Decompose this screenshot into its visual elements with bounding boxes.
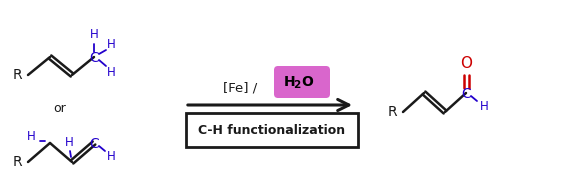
Text: C: C	[461, 87, 471, 101]
Text: C: C	[89, 51, 99, 65]
Text: C: C	[89, 137, 99, 151]
Text: H: H	[65, 135, 73, 148]
Text: H: H	[107, 66, 115, 79]
Text: O: O	[301, 75, 313, 89]
Text: or: or	[53, 102, 66, 114]
Text: H: H	[27, 130, 35, 144]
Text: H: H	[107, 151, 115, 164]
Text: O: O	[460, 56, 472, 72]
Text: H: H	[107, 38, 115, 50]
Text: [Fe] /: [Fe] /	[223, 82, 257, 95]
FancyBboxPatch shape	[186, 113, 358, 147]
Text: H: H	[479, 100, 488, 114]
FancyBboxPatch shape	[274, 66, 330, 98]
Text: R: R	[388, 105, 398, 119]
Text: C-H functionalization: C-H functionalization	[198, 125, 345, 137]
Text: H: H	[90, 29, 98, 42]
Text: 2: 2	[294, 80, 300, 90]
Text: H: H	[284, 75, 296, 89]
Text: R: R	[13, 155, 23, 169]
Text: R: R	[13, 68, 23, 82]
